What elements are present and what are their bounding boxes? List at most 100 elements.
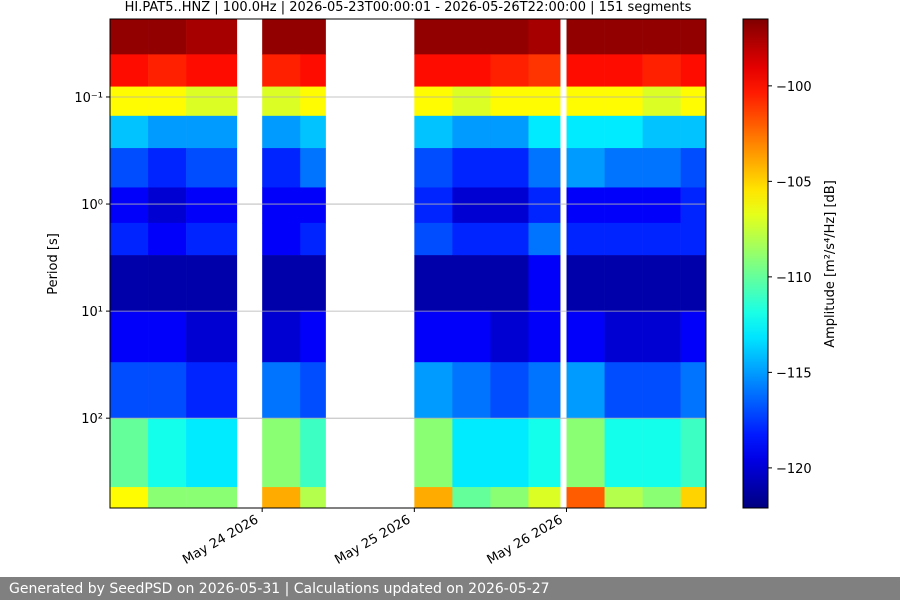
cell [262,115,301,149]
cell [300,115,326,149]
cell [490,222,529,256]
cell [186,19,238,55]
y-tick-label: 10¹ [81,305,103,320]
cell [300,222,326,256]
x-tick-label: May 26 2026 [485,512,566,567]
cell [186,487,238,509]
cell [262,418,301,488]
cell [604,255,643,312]
cell [566,187,605,224]
cell [148,311,187,363]
cell [680,487,707,509]
cell [262,19,301,55]
cell [110,115,149,149]
cell [110,222,149,256]
cell [490,418,529,488]
cell [110,187,149,224]
cell [414,255,453,312]
cell [186,148,238,188]
cell [680,86,707,117]
cell [186,311,238,363]
cell [148,418,187,488]
cell [186,54,238,87]
cell [186,255,238,312]
cell [110,487,149,509]
cell [566,86,605,117]
cell [300,187,326,224]
cell [490,86,529,117]
cell [148,148,187,188]
cell [148,362,187,419]
cell [604,54,643,87]
cell [642,187,681,224]
cell [566,362,605,419]
cell [642,19,681,55]
cell [110,362,149,419]
cell [110,255,149,312]
cell [110,418,149,488]
cell [566,311,605,363]
cell [414,222,453,256]
colorbar-label: Amplitude [m²/s⁴/Hz] [dB] [823,180,838,348]
cell [186,115,238,149]
cell [680,255,707,312]
cell [262,54,301,87]
cell [110,86,149,117]
cell [528,187,561,224]
cell [490,362,529,419]
cell [604,86,643,117]
cell [604,222,643,256]
cell [680,115,707,149]
y-axis-label: Period [s] [46,233,61,295]
cell [528,222,561,256]
cell [490,19,529,55]
cell [300,19,326,55]
cell [414,311,453,363]
cell [490,255,529,312]
cell [680,311,707,363]
x-tick-label: May 25 2026 [332,512,413,567]
cell [528,115,561,149]
cell [680,222,707,256]
cell [528,311,561,363]
cell [604,187,643,224]
colorbar-tick-label: −100 [776,80,812,95]
cell [528,86,561,117]
cell [642,222,681,256]
cell [148,115,187,149]
cell [490,148,529,188]
cell [148,222,187,256]
footer: Generated by SeedPSD on 2026-05-31 | Cal… [0,577,900,600]
cell [262,86,301,117]
cell [414,19,453,55]
cell [414,362,453,419]
cell [604,362,643,419]
cell [262,362,301,419]
cell [604,487,643,509]
cell [110,19,149,55]
cell [186,187,238,224]
cell [300,311,326,363]
cell [642,54,681,87]
cell [262,255,301,312]
colorbar-tick-label: −115 [776,366,812,381]
colorbar-tick-label: −110 [776,271,812,286]
cell [490,115,529,149]
cell [452,19,491,55]
cell [148,187,187,224]
cell [566,148,605,188]
cell [300,362,326,419]
cell [566,418,605,488]
y-tick-label: 10² [81,412,103,427]
cell [528,362,561,419]
cell [642,311,681,363]
cell [566,222,605,256]
cell [452,148,491,188]
cell [642,115,681,149]
cell [642,362,681,419]
cell [452,187,491,224]
cell [680,19,707,55]
cell [300,255,326,312]
cell [604,19,643,55]
cell [262,148,301,188]
